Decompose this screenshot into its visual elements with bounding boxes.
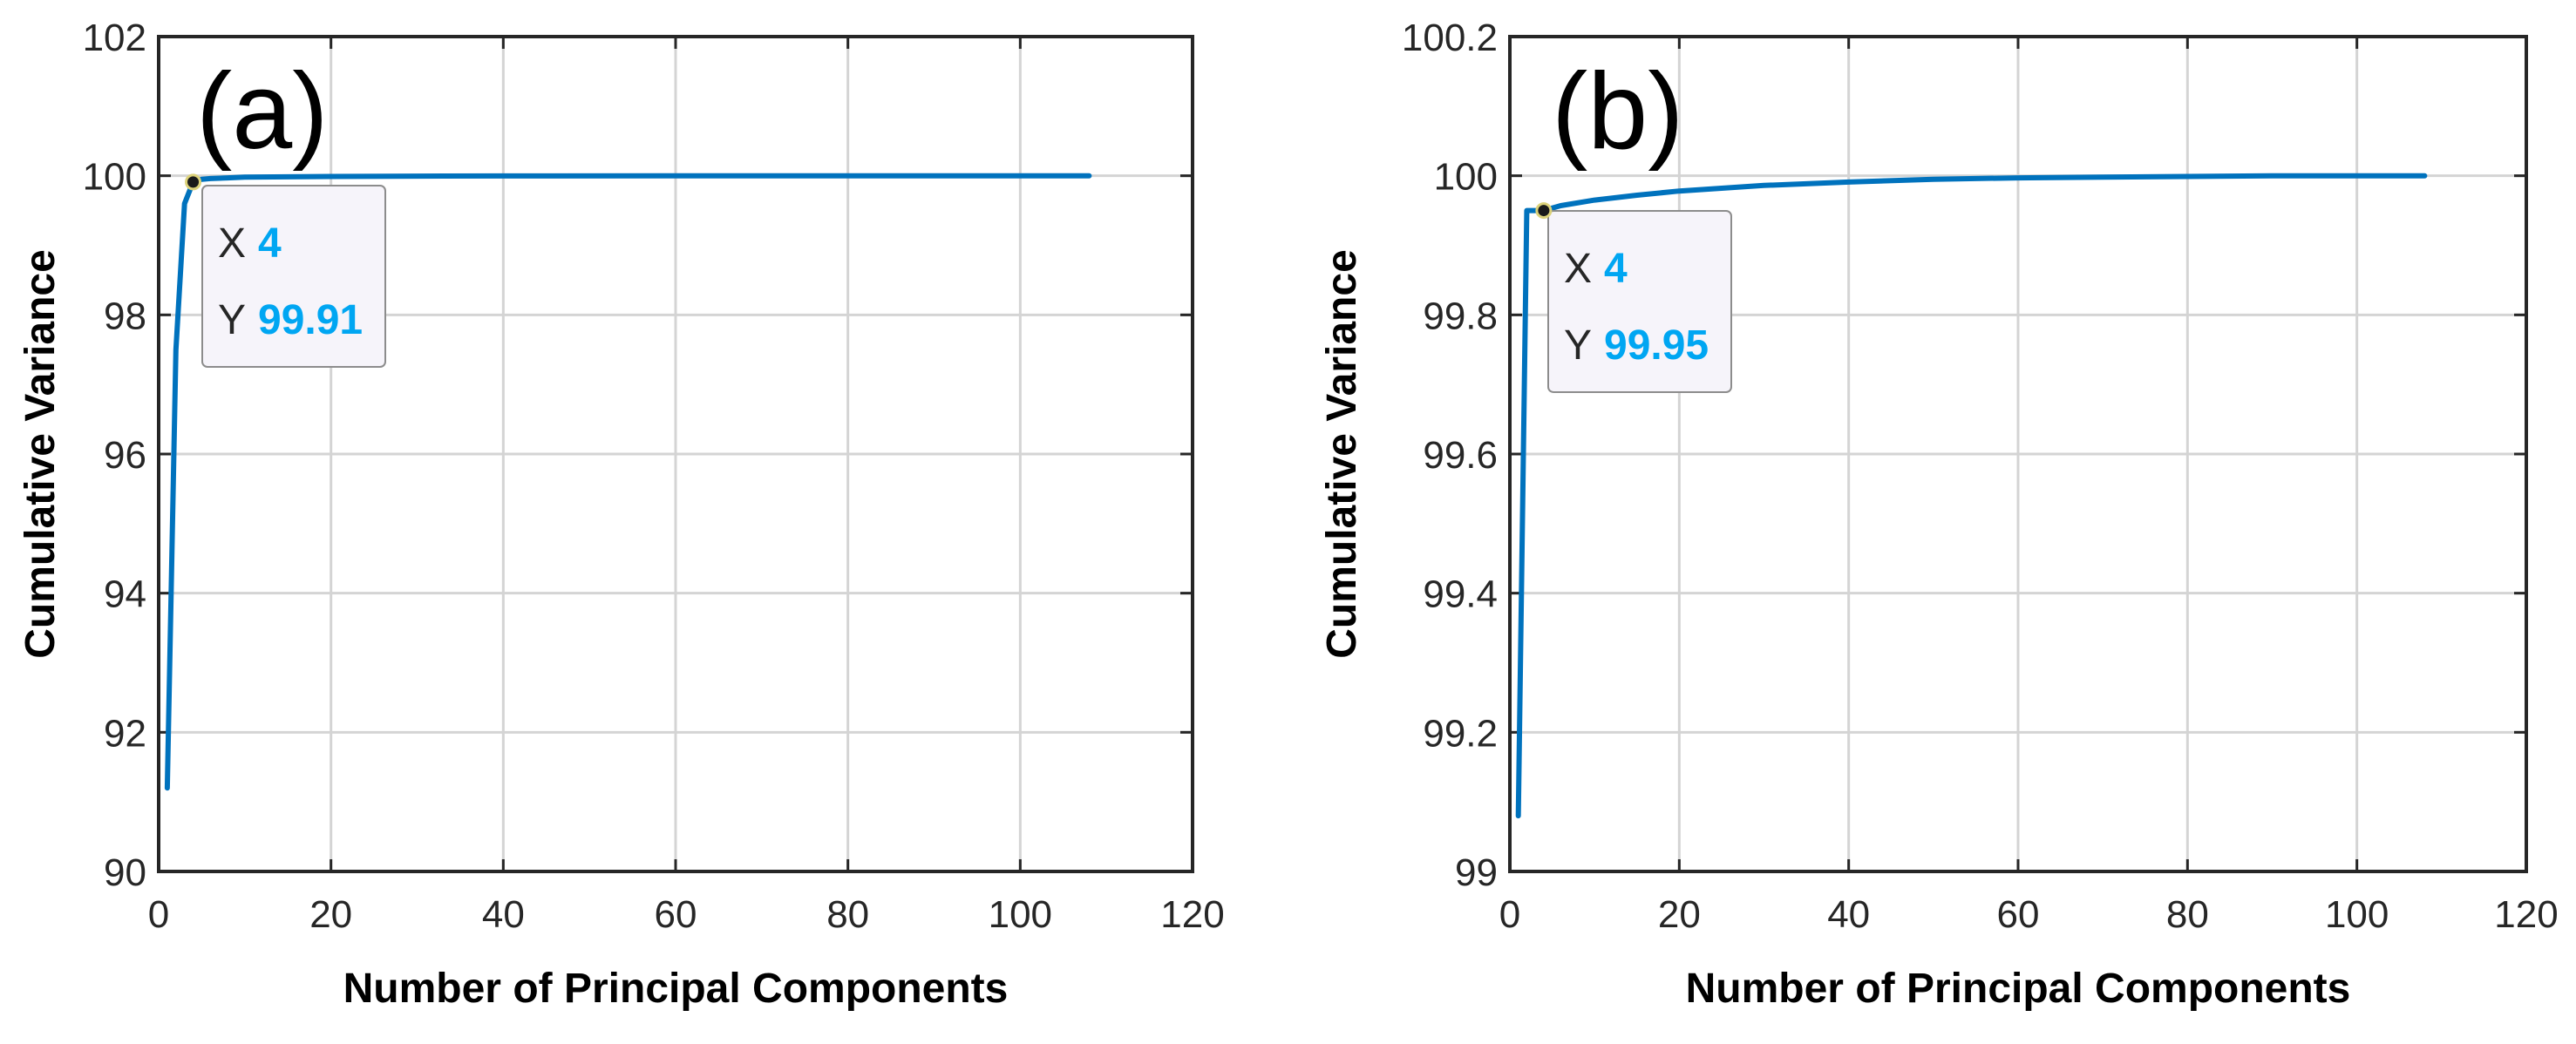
datatip-x-value: 4	[1604, 246, 1628, 292]
datatip-y-value: 99.91	[258, 297, 363, 343]
x-tick-label: 60	[655, 893, 697, 936]
y-axis-title: Cumulative Variance	[1319, 249, 1365, 659]
tick-labels: 0 20 40 60 80 100 120 90 92 94 96 98 100 102	[83, 17, 1225, 936]
x-tick-label: 80	[2166, 893, 2209, 936]
y-tick-label: 99.8	[1423, 295, 1498, 337]
datatip-marker[interactable]	[185, 173, 202, 191]
x-tick-label: 40	[482, 893, 525, 936]
x-tick-label: 100	[2325, 893, 2389, 936]
x-tick-label: 120	[1160, 893, 1224, 936]
axes-box	[1508, 35, 2528, 873]
axes-box	[157, 35, 1194, 873]
datatip-x-key: X	[1564, 246, 1592, 292]
x-tick-label: 120	[2494, 893, 2558, 936]
tick-labels: 0 20 40 60 80 100 120 99 99.2 99.4 99.6 99.8 100 100.…	[1402, 17, 2559, 936]
y-tick-label: 98	[104, 295, 146, 337]
x-tick-label: 20	[309, 893, 352, 936]
x-tick-label: 60	[1997, 893, 2040, 936]
x-tick-label: 0	[1499, 893, 1520, 936]
y-tick-label: 99	[1455, 851, 1498, 894]
panel-a: 0 20 40 60 80 100 120 90 92 94 96 98 100 102 (a) Numb…	[17, 17, 1225, 1012]
x-tick-label: 0	[148, 893, 169, 936]
y-tick-label: 99.2	[1423, 712, 1498, 755]
panel-label: (b)	[1552, 51, 1684, 172]
datatip-marker[interactable]	[1535, 202, 1553, 220]
x-axis-title: Number of Principal Components	[1686, 966, 2351, 1012]
y-tick-label: 100	[1434, 156, 1498, 199]
panel-label: (a)	[196, 51, 329, 172]
x-axis-title: Number of Principal Components	[343, 966, 1009, 1012]
series-line	[164, 173, 1092, 791]
x-tick-label: 40	[1827, 893, 1870, 936]
x-tick-label: 100	[989, 893, 1052, 936]
y-tick-label: 100.2	[1402, 17, 1498, 59]
y-tick-label: 92	[104, 712, 146, 755]
datatip[interactable]: X 4 Y 99.95	[1547, 210, 1732, 393]
datatip[interactable]: X 4 Y 99.91	[201, 185, 386, 368]
datatip-x-key: X	[218, 220, 246, 267]
datatip-y-key: Y	[1564, 322, 1592, 369]
y-tick-label: 90	[104, 851, 146, 894]
datatip-y-key: Y	[218, 297, 246, 343]
y-tick-label: 102	[83, 17, 146, 59]
y-tick-label: 99.6	[1423, 434, 1498, 477]
y-tick-label: 96	[104, 434, 146, 477]
datatip-box	[201, 185, 386, 368]
x-tick-label: 20	[1658, 893, 1701, 936]
y-axis-title: Cumulative Variance	[17, 249, 64, 659]
panel-b: 0 20 40 60 80 100 120 99 99.2 99.4 99.6 99.8 100 100.…	[1319, 17, 2559, 1012]
y-tick-label: 100	[83, 156, 146, 199]
datatip-x-value: 4	[258, 220, 282, 267]
datatip-box	[1547, 210, 1732, 393]
y-tick-label: 99.4	[1423, 573, 1498, 616]
y-tick-label: 94	[104, 573, 146, 616]
x-tick-label: 80	[826, 893, 869, 936]
datatip-y-value: 99.95	[1604, 322, 1709, 369]
